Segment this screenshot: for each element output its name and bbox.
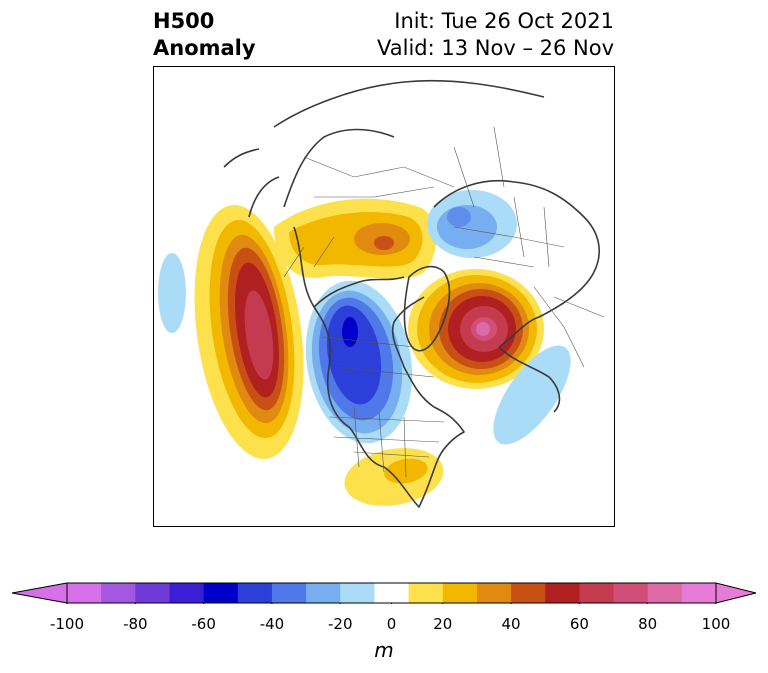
- colorbar-bin: [681, 583, 717, 603]
- colorbar-bin: [511, 583, 546, 603]
- colorbar-tick-label: -20: [328, 615, 353, 633]
- anomaly-canada-hudson-bay-trough: [305, 280, 413, 444]
- colorbar-bin: [613, 583, 649, 603]
- colorbar-bin: [67, 583, 102, 603]
- colorbar-tick-label: -100: [49, 615, 85, 633]
- colorbar-tick-label: -80: [123, 615, 148, 633]
- colorbar-tick-label: 80: [638, 615, 658, 633]
- colorbar-bin: [408, 583, 444, 603]
- colorbar-bin: [374, 583, 410, 603]
- plot-dates: Init: Tue 26 Oct 2021 Valid: 13 Nov – 26…: [377, 8, 614, 62]
- anomaly-contours: [158, 190, 571, 506]
- anomaly-siberia-trough: [427, 190, 517, 258]
- colorbar-tick-label: -60: [191, 615, 216, 633]
- colorbar-bin: [271, 583, 307, 603]
- colorbar-bin: [203, 583, 239, 603]
- coastlines: [223, 79, 600, 508]
- colorbar: [11, 582, 757, 604]
- anomaly-east-asia-ridge: [274, 198, 437, 279]
- colorbar-tick-label: 20: [433, 615, 453, 633]
- colorbar-tick-label: -40: [259, 615, 285, 633]
- colorbar-bin: [579, 583, 615, 603]
- colorbar-bin: [101, 583, 136, 603]
- anomaly-western-pacific-trough: [158, 253, 186, 333]
- colorbar-unit-label: m: [374, 638, 394, 662]
- anomaly-map: [153, 66, 615, 527]
- colorbar-tick-label: 100: [701, 615, 731, 633]
- plot-title: H500 Anomaly: [153, 8, 256, 62]
- colorbar-tick-label: 60: [569, 615, 589, 633]
- colorbar-bin: [306, 583, 341, 603]
- colorbar-tick-label: 0: [386, 615, 397, 633]
- colorbar-bin: [442, 583, 478, 603]
- colorbar-bin: [545, 583, 580, 603]
- map-canvas: [158, 79, 605, 508]
- colorbar-bin: [340, 583, 375, 603]
- valid-range: Valid: 13 Nov – 26 Nov: [377, 36, 614, 60]
- colorbar-bin: [237, 583, 273, 603]
- colorbar-bin: [476, 583, 512, 603]
- colorbar-bin: [647, 583, 683, 603]
- init-date: Init: Tue 26 Oct 2021: [394, 9, 614, 33]
- title-line-2: Anomaly: [153, 36, 256, 60]
- title-line-1: H500: [153, 9, 215, 33]
- borders: [283, 126, 605, 478]
- colorbar-extend-low: [11, 582, 68, 604]
- anomaly-northeast-pacific-ridge: [194, 205, 304, 459]
- anomaly-north-atlantic-trough: [493, 345, 571, 445]
- colorbar-bin: [135, 583, 170, 603]
- colorbar-extend-high: [715, 582, 757, 604]
- colorbar-bin: [169, 583, 205, 603]
- colorbar-tick-label: 40: [501, 615, 521, 633]
